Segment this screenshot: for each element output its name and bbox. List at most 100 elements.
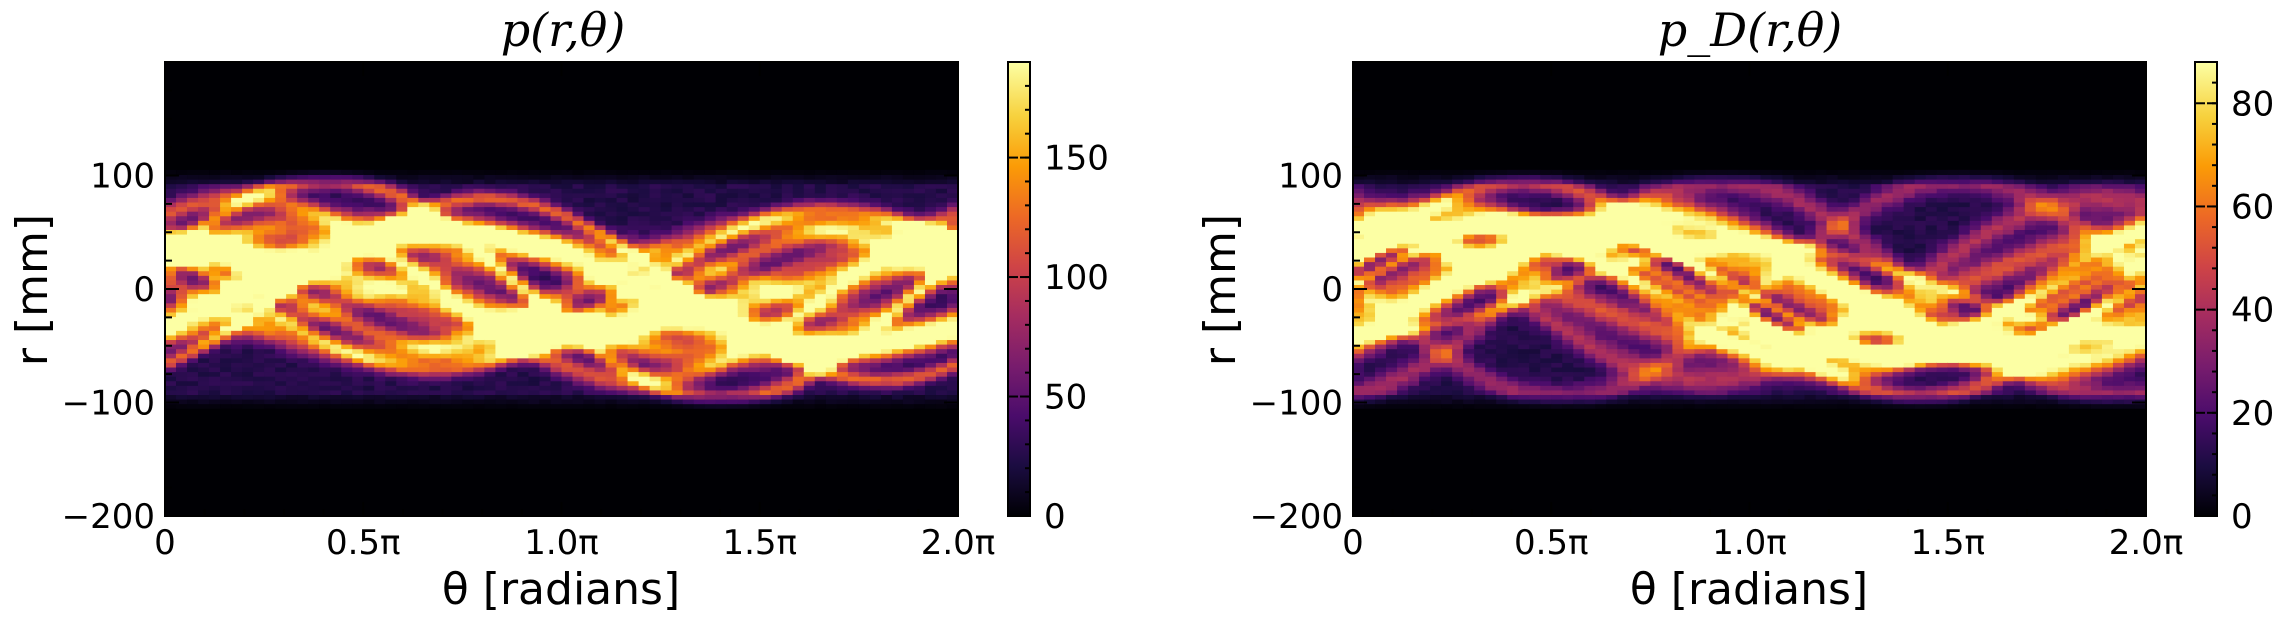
heatmap-cell [517, 238, 530, 244]
heatmap-cell [1430, 275, 1442, 281]
heatmap-cell [715, 353, 728, 359]
heatmap-cell [1430, 197, 1442, 203]
heatmap-cell [638, 247, 651, 253]
heatmap-cell [814, 183, 827, 189]
heatmap-cell [396, 183, 408, 189]
heatmap-cell [638, 238, 651, 244]
heatmap-cell [473, 211, 485, 217]
heatmap-cell [836, 243, 849, 249]
heatmap-cell [715, 302, 728, 308]
heatmap-cell [825, 371, 838, 377]
heatmap-cell [891, 334, 904, 341]
heatmap-cell [704, 380, 717, 386]
heatmap-cell [627, 234, 640, 240]
heatmap-cell [1485, 293, 1497, 299]
heatmap-cell [792, 394, 805, 400]
heatmap-cell [1386, 178, 1398, 185]
heatmap-cell [297, 275, 309, 281]
heatmap-cell [1419, 284, 1431, 290]
heatmap-cell [1485, 174, 1497, 180]
heatmap-cell [253, 321, 265, 327]
heatmap-cell [539, 339, 552, 345]
heatmap-cell [946, 371, 959, 377]
heatmap-cell [462, 270, 474, 276]
heatmap-cell [1485, 394, 1497, 400]
heatmap-cell [605, 270, 618, 276]
heatmap-cell [341, 284, 353, 290]
heatmap-cell [935, 307, 948, 313]
heatmap-cell [264, 366, 276, 373]
heatmap-cell [220, 380, 232, 386]
heatmap-cell [825, 234, 838, 240]
heatmap-cell [880, 197, 893, 203]
heatmap-cell [550, 174, 563, 180]
heatmap-cell [363, 307, 375, 313]
heatmap-cell [693, 293, 706, 299]
heatmap-cell [374, 330, 386, 336]
heatmap-cell [231, 293, 243, 299]
heatmap-cell [1419, 234, 1431, 240]
heatmap-cell [440, 206, 452, 212]
heatmap-cell [220, 330, 232, 336]
heatmap-cell [187, 376, 199, 382]
heatmap-cell [1573, 330, 1585, 336]
heatmap-cell [880, 376, 893, 382]
heatmap-cell [1540, 339, 1552, 345]
heatmap-cell [209, 371, 221, 377]
heatmap-cell [1463, 330, 1475, 336]
heatmap-cell [1584, 362, 1596, 368]
heatmap-cell [253, 385, 265, 391]
heatmap-cell [1584, 234, 1596, 240]
heatmap-cell [275, 348, 287, 354]
heatmap-cell [759, 399, 772, 405]
heatmap-cell [451, 389, 463, 396]
heatmap-cell [825, 183, 838, 189]
heatmap-cell [902, 348, 915, 354]
heatmap-cell [1507, 394, 1519, 400]
heatmap-cell [407, 394, 419, 400]
heatmap-cell [1551, 183, 1563, 189]
heatmap-cell [627, 243, 640, 249]
heatmap-cell [1551, 302, 1563, 308]
heatmap-cell [187, 316, 199, 322]
heatmap-cell [1430, 247, 1442, 253]
heatmap-cell [682, 206, 695, 212]
heatmap-cell [825, 311, 838, 318]
heatmap-cell [605, 376, 618, 382]
heatmap-cell [220, 316, 232, 322]
heatmap-cell [506, 357, 519, 363]
heatmap-cell [825, 289, 838, 295]
heatmap-cell [858, 224, 871, 231]
heatmap-cell [858, 261, 871, 267]
heatmap-cell [1584, 380, 1596, 386]
heatmap-cell [319, 256, 331, 263]
heatmap-cell [319, 211, 331, 217]
heatmap-cell [187, 344, 199, 350]
heatmap-cell [869, 380, 882, 386]
heatmap-cell [1507, 270, 1519, 276]
heatmap-cell [242, 279, 254, 286]
heatmap-cell [935, 201, 948, 208]
heatmap-cell [396, 234, 408, 240]
heatmap-cell [737, 252, 750, 258]
heatmap-cell [649, 311, 662, 318]
heatmap-cell [1364, 229, 1376, 235]
heatmap-cell [605, 247, 618, 253]
heatmap-cell [814, 330, 827, 336]
heatmap-cell [682, 224, 695, 231]
heatmap-cell [165, 325, 177, 331]
heatmap-cell [935, 376, 948, 382]
heatmap-cell [165, 289, 177, 295]
heatmap-cell [726, 362, 739, 368]
heatmap-cell [935, 275, 948, 281]
heatmap-cell [319, 201, 331, 208]
heatmap-cell [473, 183, 485, 189]
heatmap-cell [176, 403, 188, 409]
heatmap-cell [781, 192, 794, 198]
heatmap-cell [737, 206, 750, 212]
heatmap-cell [704, 178, 717, 185]
heatmap-cell [286, 348, 298, 354]
heatmap-cell [363, 188, 375, 194]
heatmap-cell [1507, 366, 1519, 373]
heatmap-cell [605, 220, 618, 226]
